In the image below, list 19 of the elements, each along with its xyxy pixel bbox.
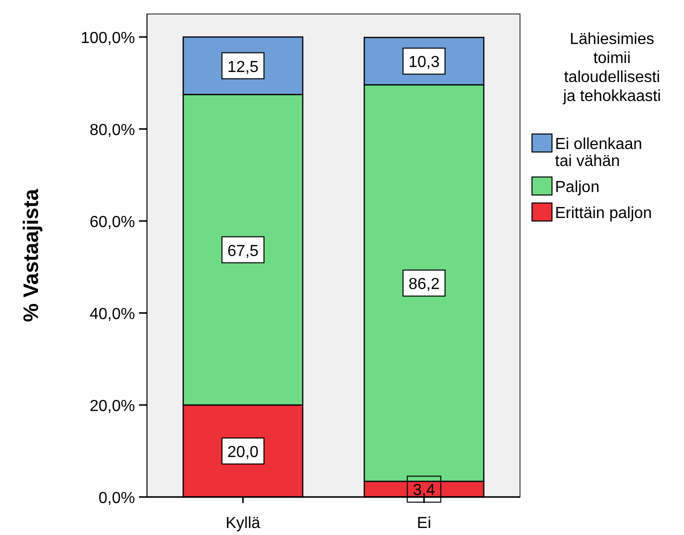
legend-label: Ei ollenkaan tai vähän xyxy=(555,136,642,170)
y-tick-label: 100,0% xyxy=(80,30,135,47)
y-tick-label: 20,0% xyxy=(90,398,135,415)
data-label: 20,0 xyxy=(227,444,259,461)
y-tick-label: 40,0% xyxy=(90,306,135,323)
data-label: 10,3 xyxy=(408,54,440,72)
x-tick-label: Kyllä xyxy=(226,515,260,532)
y-axis-title: % Vastaajista xyxy=(20,188,43,322)
legend-title: Lähiesimies toimii taloudellisesti ja tehokkaasti xyxy=(562,31,661,105)
y-tick-label: 80,0% xyxy=(90,122,135,139)
legend-label: Paljon xyxy=(555,179,600,196)
data-label: 12,5 xyxy=(227,58,259,76)
y-tick-label: 60,0% xyxy=(90,214,135,231)
legend-label: Erittäin paljon xyxy=(555,205,652,222)
y-tick-label: 0,0% xyxy=(98,490,135,507)
x-tick-label: Ei xyxy=(416,515,432,532)
data-label: 67,5 xyxy=(227,242,259,260)
data-label: 86,2 xyxy=(408,276,440,294)
data-label: 3,4 xyxy=(412,482,436,500)
